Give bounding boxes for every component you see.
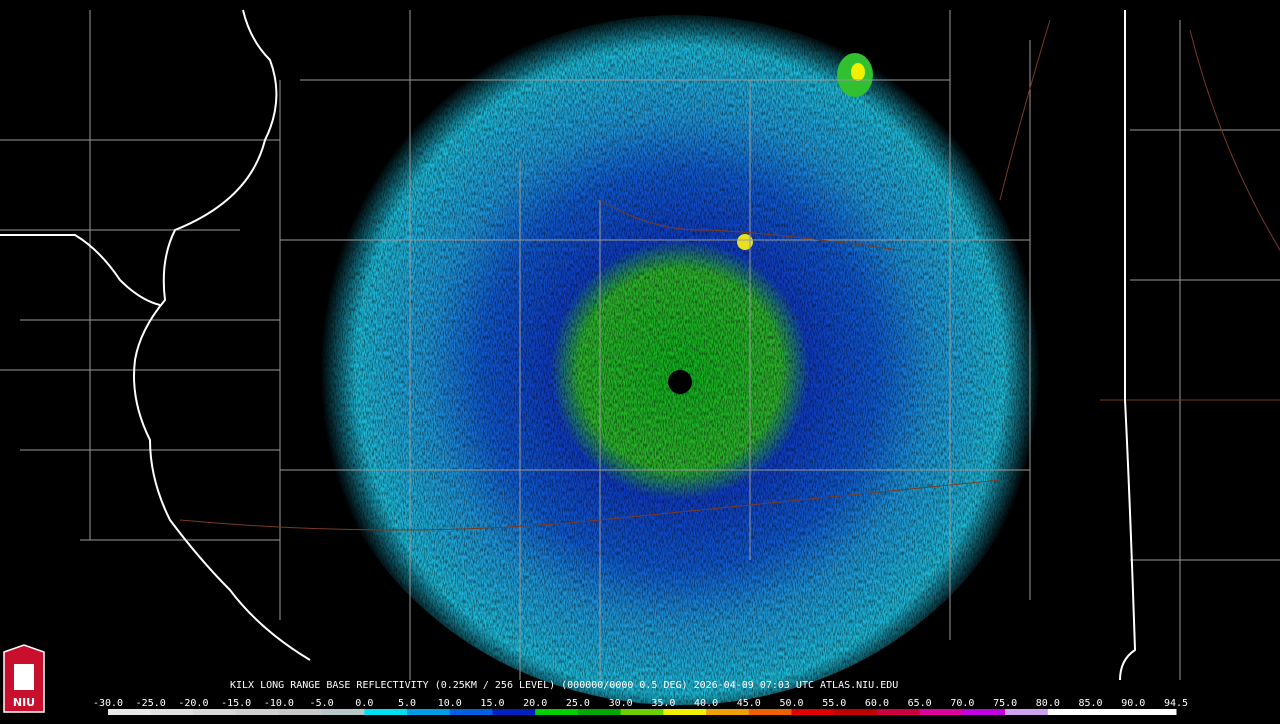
echo-spot	[737, 234, 753, 250]
boundaries	[0, 9, 1280, 681]
scale-label: 10.0	[438, 698, 462, 709]
scale-swatch	[577, 709, 622, 715]
scale-swatch	[108, 709, 152, 715]
scale-swatch	[236, 709, 280, 715]
scale-swatch	[193, 709, 237, 715]
scale-label: 94.5	[1164, 698, 1188, 709]
scale-swatch	[1133, 709, 1177, 715]
logo-building	[14, 664, 34, 690]
storm-core	[851, 63, 865, 81]
scale-label: 60.0	[865, 698, 889, 709]
scale-swatch	[321, 709, 365, 715]
scale-label: 40.0	[694, 698, 718, 709]
scale-label: 70.0	[950, 698, 974, 709]
scale-swatch	[1047, 709, 1092, 715]
scale-label: 55.0	[822, 698, 846, 709]
scale-label: -15.0	[221, 698, 251, 709]
scale-label: -30.0	[93, 698, 123, 709]
scale-swatch	[620, 709, 664, 715]
scale-label: 30.0	[609, 698, 633, 709]
scale-swatch	[449, 709, 493, 715]
color-scale: -30.0 -25.0 -20.0 -15.0 -10.0 -5.0 0.0 5.0 10.0 1…	[93, 698, 1188, 715]
scale-label: 0.0	[355, 698, 373, 709]
radar-echo	[310, 15, 1050, 705]
scale-swatch	[876, 709, 921, 715]
scale-swatch	[962, 709, 1006, 715]
scale-label: 20.0	[523, 698, 547, 709]
logo-text: NIU	[13, 696, 35, 709]
scale-swatch	[791, 709, 835, 715]
scale-label: -10.0	[264, 698, 294, 709]
scale-label: 35.0	[651, 698, 675, 709]
scale-swatch	[278, 709, 323, 715]
scale-label: 85.0	[1079, 698, 1103, 709]
scale-label: 65.0	[908, 698, 932, 709]
scale-label: 80.0	[1036, 698, 1060, 709]
scale-swatch	[364, 709, 408, 715]
scale-swatch	[535, 709, 579, 715]
scale-label: 25.0	[566, 698, 590, 709]
scale-label: 45.0	[737, 698, 761, 709]
scale-label: 15.0	[480, 698, 504, 709]
niu-logo: NIU	[3, 644, 45, 713]
scale-label: 90.0	[1121, 698, 1145, 709]
scale-swatch	[706, 709, 750, 715]
scale-swatch	[492, 709, 536, 715]
scale-swatch	[663, 709, 707, 715]
scale-label: 75.0	[993, 698, 1017, 709]
scale-label: -20.0	[178, 698, 208, 709]
scale-swatch	[1090, 709, 1134, 715]
scale-swatch	[919, 709, 963, 715]
scale-label: -5.0	[310, 698, 334, 709]
reflectivity-texture	[310, 15, 1050, 705]
scale-label: 5.0	[398, 698, 416, 709]
scale-swatch	[1005, 709, 1049, 715]
scale-swatch	[407, 709, 451, 715]
scale-swatch	[150, 709, 194, 715]
scale-swatch	[748, 709, 793, 715]
caption: KILX LONG RANGE BASE REFLECTIVITY (0.25K…	[230, 680, 898, 691]
scale-label: 50.0	[779, 698, 803, 709]
scale-swatch	[834, 709, 878, 715]
scale-label: -25.0	[136, 698, 166, 709]
radar-site	[668, 370, 692, 394]
